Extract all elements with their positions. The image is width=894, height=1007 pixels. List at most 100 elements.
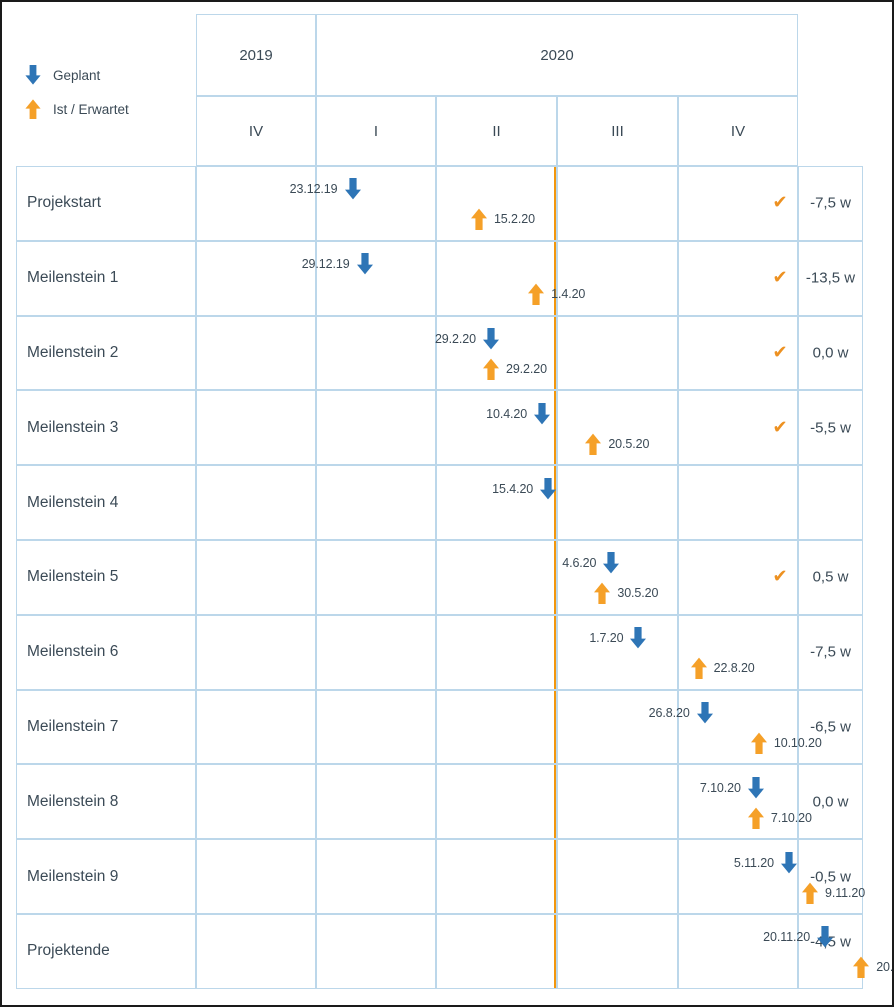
status-done-checkmark: ✔: [772, 416, 788, 438]
timeline-cell-q0: [196, 614, 316, 690]
timeline-cell-q2: [436, 764, 557, 840]
actual-date-label: 20.12.20: [876, 960, 894, 975]
deviation-cell: [798, 764, 863, 840]
planned-marker: [480, 326, 502, 352]
milestone-name: Meilenstein 4: [27, 493, 119, 511]
legend-label-actual: Ist / Erwartet: [53, 101, 129, 117]
timeline-cell-q1: [316, 166, 436, 241]
actual-marker: [591, 580, 613, 606]
arrow-up-icon: [22, 97, 44, 121]
timeline-cell-q3: [557, 689, 678, 765]
timeline-cell-q3: [557, 540, 678, 615]
milestone-name: Meilenstein 2: [27, 344, 119, 361]
timeline-cell-q3: [557, 465, 678, 540]
deviation-value: -13,5 w: [805, 269, 856, 287]
actual-date-label: 29.2.20: [505, 362, 547, 376]
header-quarter-3: III: [557, 96, 678, 166]
legend-item-actual: Ist / Erwartet: [22, 92, 192, 126]
planned-marker: [627, 625, 649, 651]
timeline-cell-q0: [196, 914, 316, 989]
planned-marker: [814, 924, 836, 950]
timeline-cell-q4: [678, 390, 798, 466]
actual-date-label: 30.5.20: [617, 586, 659, 601]
milestone-name-cell: [16, 315, 196, 391]
timeline-cell-q1: [316, 540, 436, 615]
timeline-cell-q2: [436, 839, 557, 914]
deviation-cell: [798, 166, 863, 241]
milestone-name-cell: [16, 839, 196, 914]
timeline-cell-q4: [678, 839, 798, 914]
actual-marker: [582, 431, 604, 457]
planned-date-label: 10.4.20: [486, 406, 528, 421]
timeline-cell-q1: [316, 614, 436, 690]
status-done-checkmark: ✔: [772, 192, 788, 214]
timeline-cell-q1: [316, 764, 436, 840]
planned-date-label: 4.6.20: [562, 556, 597, 571]
timeline-cell-q4: [678, 315, 798, 391]
timeline-cell-q2: [436, 914, 557, 989]
timeline-cell-q1: [316, 240, 436, 316]
planned-date-label: 5.11.20: [733, 855, 774, 870]
milestone-name-cell: [16, 914, 196, 989]
timeline-cell-q0: [196, 315, 316, 391]
deviation-cell: [798, 390, 863, 466]
legend-item-planned: Geplant: [22, 58, 192, 92]
timeline-cell-q0: [196, 764, 316, 840]
timeline-cell-q1: [316, 390, 436, 466]
timeline-cell-q3: [557, 315, 678, 391]
deviation-value: 0,0 w: [812, 344, 849, 362]
timeline-cell-q0: [196, 390, 316, 466]
deviation-cell: [798, 240, 863, 316]
timeline-cell-q1: [316, 914, 436, 989]
legend: Geplant Ist / Erwartet: [22, 58, 192, 126]
deviation-cell: [798, 914, 863, 989]
actual-date-label: 15.2.20: [493, 212, 535, 227]
planned-date-label: 29.12.19: [301, 257, 350, 272]
deviation-value: 0,0 w: [812, 793, 849, 811]
timeline-cell-q4: [678, 614, 798, 690]
actual-date-label: 1.4.20: [551, 287, 586, 302]
timeline-cell-q1: [316, 315, 436, 391]
deviation-value: -6,5 w: [810, 718, 851, 736]
arrow-down-icon: [22, 63, 44, 87]
planned-marker: [600, 550, 622, 576]
timeline-cell-q4: [678, 240, 798, 316]
milestone-name: Meilenstein 3: [27, 418, 119, 436]
actual-marker: [688, 655, 710, 681]
timeline-cell-q4: [678, 465, 798, 540]
milestone-name-cell: [16, 540, 196, 615]
timeline-cell-q2: [436, 390, 557, 466]
timeline-cell-q0: [196, 540, 316, 615]
deviation-value: -5,5 w: [810, 419, 851, 437]
milestone-name-cell: [16, 764, 196, 840]
planned-date-label: 23.12.19: [289, 182, 338, 197]
planned-marker: [694, 700, 716, 726]
deviation-cell: [798, 614, 863, 690]
milestone-name: Meilenstein 1: [27, 269, 119, 287]
actual-marker: [525, 281, 547, 307]
actual-date-label: 22.8.20: [713, 661, 755, 676]
actual-date-label: 20.5.20: [608, 436, 650, 451]
timeline-cell-q4: [678, 540, 798, 615]
timeline-cell-q2: [436, 465, 557, 540]
planned-date-label: 7.10.20: [699, 780, 741, 795]
timeline-cell-q0: [196, 240, 316, 316]
timeline-cell-q3: [557, 914, 678, 989]
milestone-name-cell: [16, 465, 196, 540]
milestone-name: Meilenstein 6: [27, 643, 119, 661]
milestone-name-cell: [16, 614, 196, 690]
timeline-cell-q2: [436, 540, 557, 615]
header-quarter-label: IV: [730, 122, 746, 140]
milestone-name-cell: [16, 166, 196, 241]
timeline-cell-q2: [436, 240, 557, 316]
timeline-cell-q2: [436, 614, 557, 690]
milestone-name-cell: [16, 689, 196, 765]
milestone-name-cell: [16, 240, 196, 316]
actual-marker: [799, 880, 821, 906]
timeline-cell-q1: [316, 465, 436, 540]
deviation-value: -7,5 w: [810, 194, 851, 212]
milestone-name: Meilenstein 8: [27, 792, 119, 810]
header-quarter-label: III: [611, 122, 624, 140]
today-marker-line: [553, 166, 558, 989]
timeline-cell-q3: [557, 764, 678, 840]
